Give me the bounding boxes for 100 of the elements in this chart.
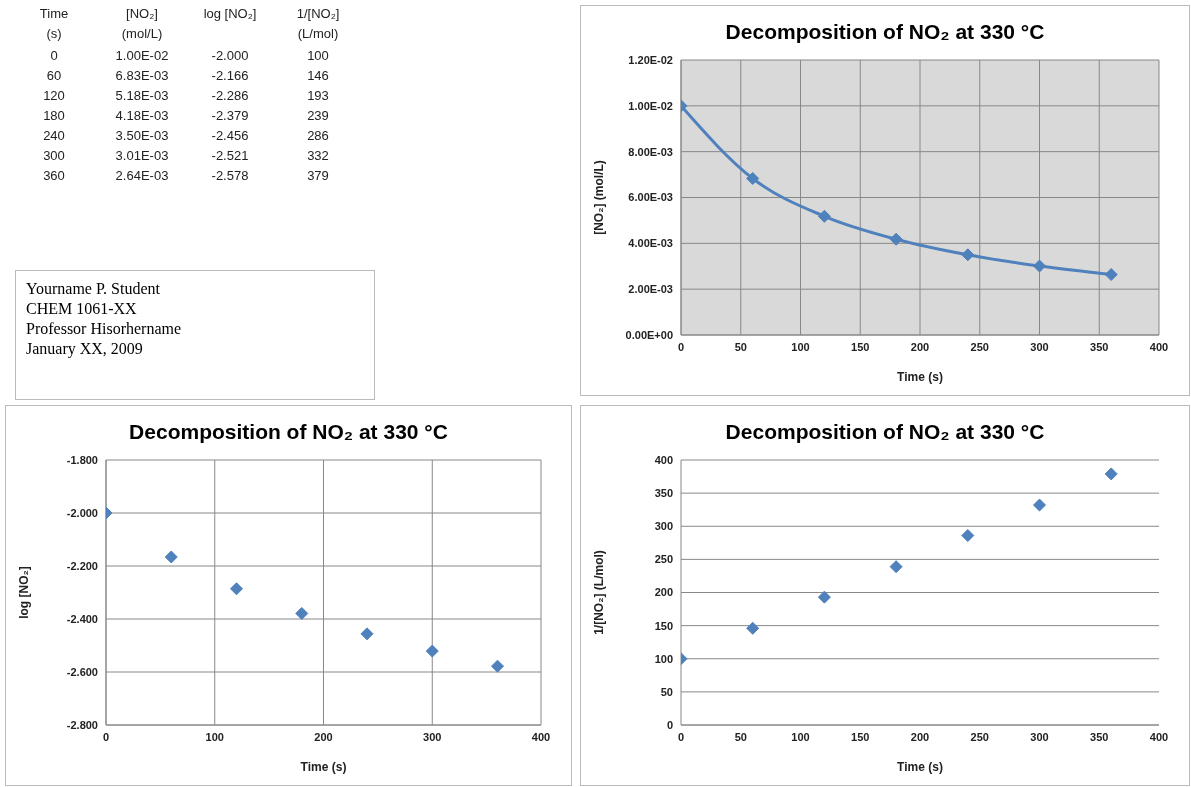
x-tick-label: 400: [1149, 340, 1169, 353]
x-tick-label: 0: [677, 730, 685, 743]
y-tick-label: -2.600: [66, 665, 98, 678]
x-tick-label: 0: [102, 730, 110, 743]
text: January XX, 2009: [26, 339, 144, 359]
chart-title: Decomposition of NO₂ at 330 °C: [724, 420, 1046, 445]
y-tick-label: 400: [654, 453, 673, 466]
y-axis-title: log [NO₂]: [17, 566, 32, 619]
text: -2.379: [210, 107, 250, 124]
y-tick-label: 0: [666, 718, 673, 731]
text: CHEM 1061-XX: [26, 299, 138, 319]
text: -2.286: [210, 87, 250, 104]
y-tick-label: 250: [654, 553, 673, 566]
x-tick-label: 300: [1030, 340, 1049, 353]
text: 360: [42, 167, 66, 184]
text: 1.00E-02: [114, 47, 170, 64]
y-tick-label: 2.00E-03: [628, 283, 673, 296]
text: -2.456: [210, 127, 250, 144]
text: -2.521: [210, 147, 250, 164]
x-tick-label: 0: [677, 340, 685, 353]
text: 300: [42, 147, 66, 164]
text: [NO₂] (mol/L): [120, 5, 164, 43]
y-tick-label: 1.20E-02: [628, 53, 673, 66]
point: [961, 248, 975, 262]
y-axis-title: [NO₂] (mol/L): [592, 160, 607, 235]
text: 4.18E-03: [114, 107, 170, 124]
text: 2.64E-03: [114, 167, 170, 184]
y-tick-label: 150: [654, 619, 673, 632]
y-tick-label: 6.00E-03: [628, 191, 673, 204]
x-tick-label: 350: [1090, 730, 1109, 743]
x-tick-label: 400: [531, 730, 551, 743]
point: [295, 606, 309, 620]
x-tick-label: 250: [970, 340, 989, 353]
text: 180: [42, 107, 66, 124]
point: [1104, 467, 1118, 481]
point: [425, 644, 439, 658]
text: 3.01E-03: [114, 147, 170, 164]
text: log [NO₂]: [202, 5, 258, 23]
chart-title: Decomposition of NO₂ at 330 °C: [724, 20, 1046, 45]
point: [961, 529, 975, 543]
text: 3.50E-03: [114, 127, 170, 144]
x-tick-label: 350: [1090, 340, 1109, 353]
x-axis-title: Time (s): [897, 760, 943, 774]
point: [230, 582, 243, 596]
text: 332: [306, 147, 330, 164]
text: -2.166: [210, 67, 250, 84]
y-tick-label: 200: [654, 586, 673, 599]
point: [746, 171, 760, 185]
x-tick-label: 300: [1030, 730, 1049, 743]
text: Professor Hisorhername: [26, 319, 183, 339]
point: [889, 232, 903, 246]
y-tick-label: 4.00E-03: [628, 237, 673, 250]
point: [164, 550, 178, 564]
x-tick-label: 200: [910, 340, 930, 353]
point: [1104, 268, 1118, 281]
y-tick-label: 1.00E-02: [628, 99, 673, 112]
x-axis-title: Time (s): [897, 370, 943, 384]
text: 379: [306, 167, 330, 184]
y-tick-label: -2.200: [66, 559, 98, 572]
chart-title: Decomposition of NO₂ at 330 °C: [128, 420, 449, 445]
point: [889, 560, 903, 574]
x-tick-label: 200: [910, 730, 930, 743]
x-tick-label: 150: [851, 340, 870, 353]
y-tick-label: -2.000: [66, 506, 98, 519]
y-tick-label: 300: [654, 520, 673, 533]
text: 5.18E-03: [114, 87, 170, 104]
point: [1033, 498, 1046, 512]
text: 60: [45, 67, 63, 84]
y-tick-label: -2.800: [66, 718, 98, 731]
text: Yourname P. Student: [26, 279, 161, 299]
y-tick-label: 100: [654, 652, 673, 665]
text: 120: [42, 87, 66, 104]
x-tick-label: 200: [314, 730, 333, 743]
x-axis-title: Time (s): [300, 760, 347, 774]
point: [360, 627, 374, 641]
x-tick-label: 50: [734, 730, 747, 743]
x-tick-label: 250: [970, 730, 989, 743]
text: 1/[NO₂] (L/mol): [295, 5, 341, 43]
x-tick-label: 150: [851, 730, 870, 743]
y-tick-label: 8.00E-03: [628, 145, 673, 158]
text: 240: [42, 127, 66, 144]
text: 146: [306, 67, 330, 84]
x-tick-label: 100: [791, 730, 810, 743]
point: [746, 621, 760, 635]
text: -2.000: [210, 47, 250, 64]
point: [1033, 259, 1046, 273]
text: -2.578: [210, 167, 250, 184]
text: Time (s): [38, 5, 70, 43]
y-tick-label: 350: [654, 487, 673, 500]
text: 239: [306, 107, 330, 124]
x-tick-label: 50: [734, 340, 747, 353]
point: [491, 659, 504, 673]
y-tick-label: -1.800: [66, 453, 98, 466]
y-tick-label: 50: [660, 685, 673, 698]
text: 0: [49, 47, 59, 64]
x-tick-label: 100: [791, 340, 810, 353]
text: 193: [306, 87, 330, 104]
x-tick-label: 300: [423, 730, 442, 743]
y-axis-title: 1/[NO₂] (L/mol): [592, 550, 607, 635]
text: 286: [306, 127, 330, 144]
